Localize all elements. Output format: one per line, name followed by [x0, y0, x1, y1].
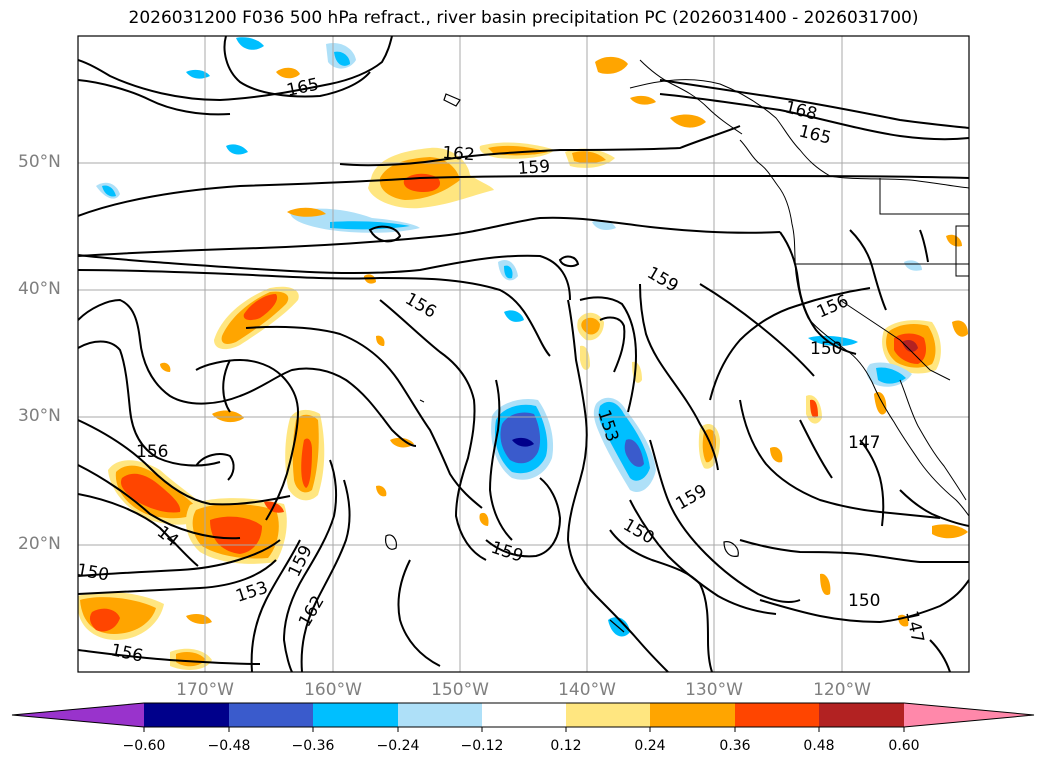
colorbar-segment: [566, 703, 650, 727]
colorbar-over-triangle: [904, 703, 1034, 727]
contour-label: 156: [136, 442, 168, 462]
lat-label: 20°N: [18, 534, 61, 554]
contour-label: 150: [810, 339, 842, 359]
colorbar-segment: [398, 703, 482, 727]
colorbar-under-triangle: [12, 703, 144, 727]
colorbar-tick-label: −0.24: [376, 738, 420, 754]
colorbar-tick-label: 0.12: [550, 738, 582, 754]
lon-label: 140°W: [558, 680, 616, 700]
lon-label: 150°W: [431, 680, 489, 700]
plot-border: [77, 35, 970, 673]
lat-label: 40°N: [18, 279, 61, 299]
colorbar-tick-label: −0.36: [291, 738, 335, 754]
coastlines: [419, 59, 969, 517]
lon-label: 170°W: [176, 680, 234, 700]
map-gridlines: [78, 36, 969, 672]
colorbar-segment: [313, 703, 398, 727]
colorbar-tick-label: −0.48: [207, 738, 251, 754]
closed-contours: [368, 225, 580, 268]
colorbar-segment: [650, 703, 735, 727]
plot-area: [78, 36, 969, 672]
colorbar-segment: [735, 703, 819, 727]
refractivity-contours: [78, 36, 969, 672]
lon-label: 130°W: [685, 680, 743, 700]
colorbar-segment: [482, 703, 566, 727]
colorbar: [11, 702, 1035, 732]
colorbar-tick-label: 0.60: [888, 738, 920, 754]
colorbar-segment: [229, 703, 313, 727]
colorbar-segment: [144, 703, 229, 727]
contour-label: 150: [848, 591, 880, 611]
contour-label: 147: [848, 433, 880, 453]
contour-label: 159: [517, 157, 551, 179]
colorbar-tick-label: 0.36: [719, 738, 751, 754]
map-title: 2026031200 F036 500 hPa refract., river …: [128, 8, 919, 28]
colorbar-tick-label: −0.12: [460, 738, 504, 754]
colorbar-segment: [819, 703, 904, 727]
lat-label: 30°N: [18, 406, 61, 426]
colorbar-tick-label: 0.24: [634, 738, 666, 754]
contour-label: 162: [442, 143, 476, 165]
lat-label: 50°N: [18, 152, 61, 172]
lon-label: 160°W: [304, 680, 362, 700]
lon-label: 120°W: [813, 680, 871, 700]
colorbar-tick-label: 0.48: [803, 738, 835, 754]
colorbar-tick-label: −0.60: [122, 738, 166, 754]
